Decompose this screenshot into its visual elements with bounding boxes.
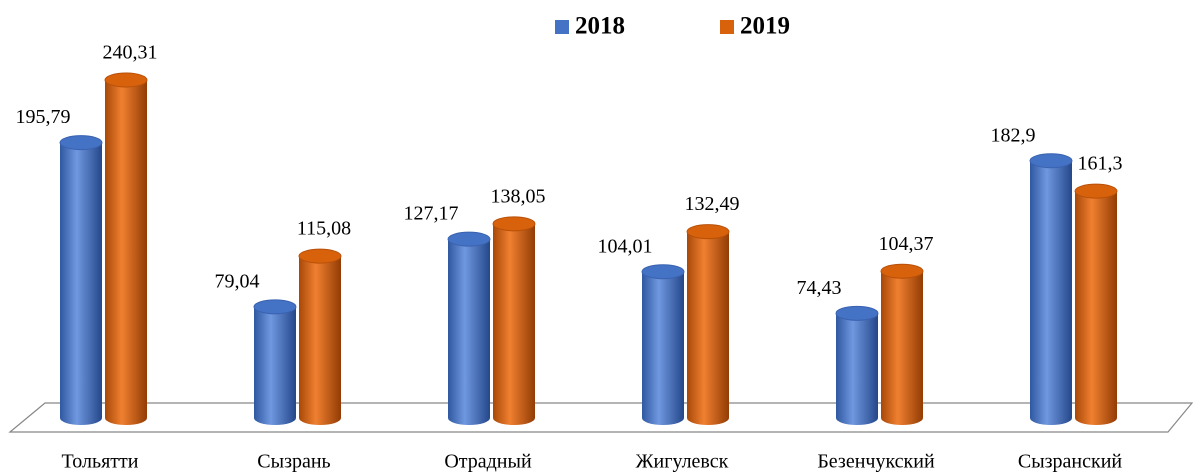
bar	[836, 313, 878, 418]
bar	[1075, 191, 1117, 418]
bar	[881, 271, 923, 418]
legend-swatch	[555, 20, 569, 34]
data-label: 127,17	[404, 203, 459, 225]
bar-top	[59, 135, 103, 151]
bar-top	[686, 224, 730, 240]
bar-top	[835, 305, 879, 321]
bar-top	[880, 263, 924, 279]
bar	[105, 80, 147, 418]
data-label: 182,9	[991, 124, 1036, 146]
x-tick-label: Сызрань	[257, 451, 330, 473]
data-label: 138,05	[491, 185, 546, 207]
bar-top	[253, 299, 297, 315]
x-tick-label: Жигулевск	[636, 451, 729, 473]
data-label: 195,79	[16, 106, 71, 128]
legend-label: 2019	[740, 13, 790, 40]
legend-label: 2018	[575, 13, 625, 40]
data-label: 79,04	[215, 270, 260, 292]
data-label: 240,31	[103, 42, 158, 64]
bar-top	[104, 72, 148, 88]
data-label: 104,37	[879, 233, 934, 255]
bar-top	[447, 231, 491, 247]
bar	[687, 231, 729, 418]
data-label: 74,43	[797, 277, 842, 299]
data-label: 161,3	[1078, 153, 1123, 175]
bar	[493, 223, 535, 418]
x-tick-label: Сызранский	[1018, 451, 1123, 473]
bar	[642, 271, 684, 418]
x-tick-label: Отрадный	[444, 451, 532, 473]
legend-swatch	[720, 20, 734, 34]
bar-top	[1029, 153, 1073, 169]
bar-top	[492, 216, 536, 232]
x-tick-label: Безенчукский	[817, 451, 935, 473]
bar-top	[298, 248, 342, 264]
x-tick-label: Тольятти	[62, 451, 139, 473]
data-label: 132,49	[685, 193, 740, 215]
bar	[60, 142, 102, 419]
bar-top	[641, 264, 685, 280]
bar	[299, 256, 341, 418]
data-label: 104,01	[598, 235, 653, 257]
bar-top	[1074, 183, 1118, 199]
bar	[1030, 160, 1072, 419]
data-label: 115,08	[297, 218, 351, 240]
floor	[8, 402, 1194, 433]
bar	[254, 306, 296, 418]
bar	[448, 239, 490, 418]
